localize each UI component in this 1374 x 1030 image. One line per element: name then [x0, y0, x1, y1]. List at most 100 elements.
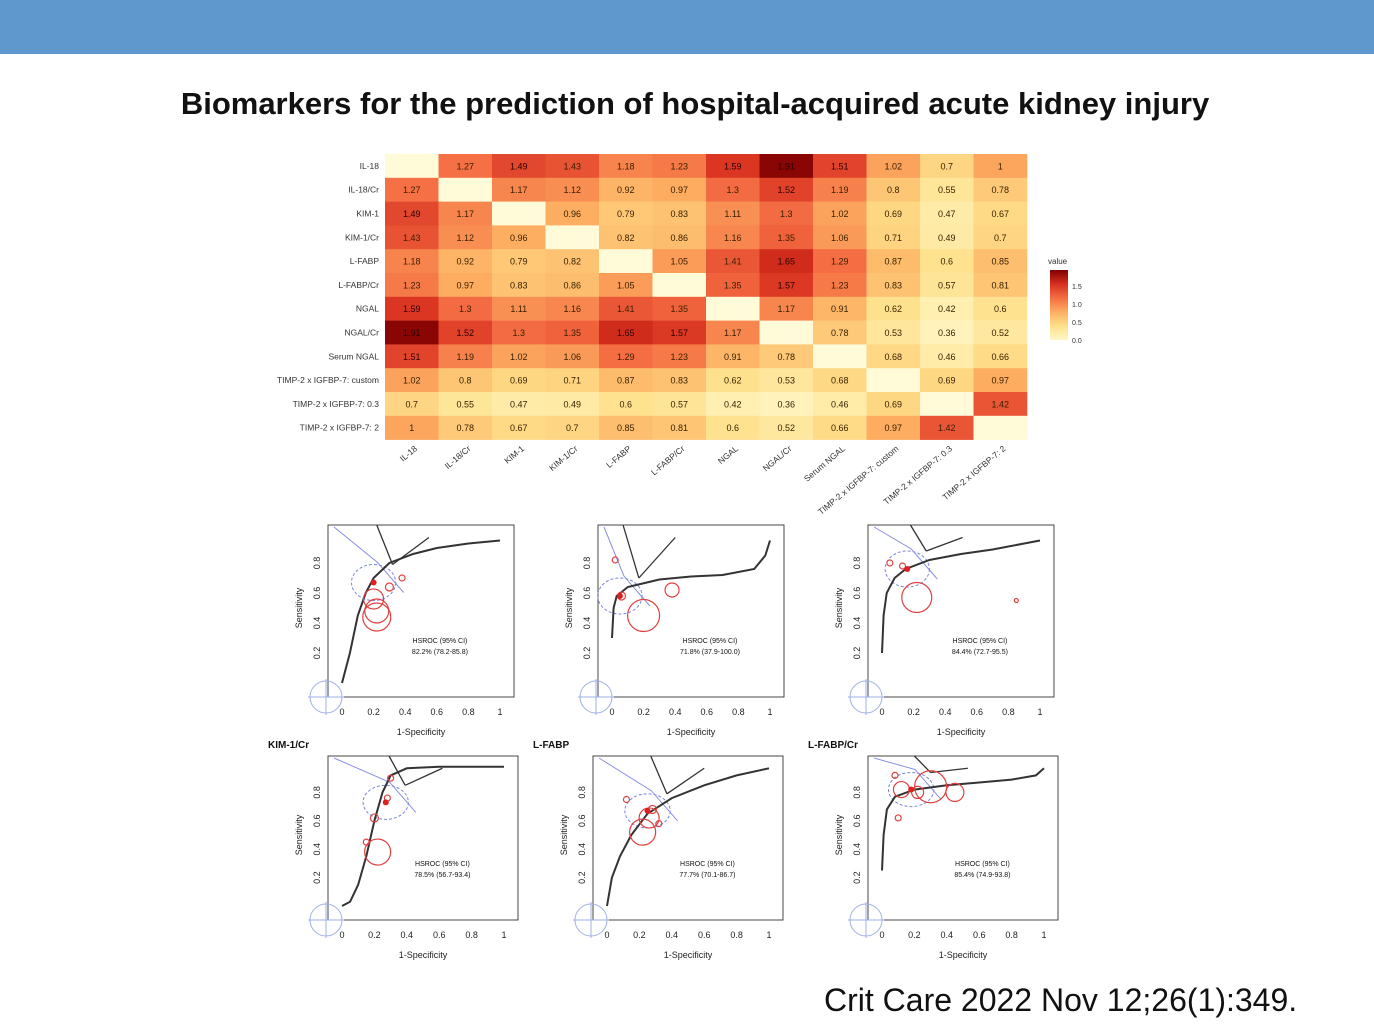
heatmap-row-label: NGAL — [356, 304, 379, 314]
panel-title: L-FABP — [533, 740, 569, 751]
heatmap-cell — [385, 415, 439, 440]
heatmap-cell — [599, 273, 653, 298]
heatmap-cell-label: 1.35 — [777, 233, 795, 243]
heatmap-cell — [385, 177, 439, 202]
heatmap-cell — [652, 177, 707, 202]
summary-point — [370, 579, 377, 586]
heatmap-cell — [599, 320, 653, 345]
heatmap-cell-label: 0.52 — [777, 423, 795, 433]
heatmap-cell-label: 0.57 — [670, 399, 688, 409]
heatmap-cell — [920, 273, 974, 298]
heatmap-cell — [866, 273, 921, 298]
y-tick-label: 0.8 — [852, 786, 862, 799]
heatmap-cell — [706, 225, 760, 250]
heatmap-cell-label: 1.23 — [403, 280, 421, 290]
heatmap-cell — [866, 296, 921, 321]
heatmap-cell-label: 1.23 — [670, 352, 688, 362]
heatmap-cell-label: 0.68 — [831, 376, 849, 386]
summary-point — [644, 807, 651, 814]
heatmap-cell — [438, 320, 493, 345]
heatmap-cell-label: 0.83 — [670, 376, 688, 386]
heatmap-cell-label: 1 — [409, 423, 414, 433]
heatmap-cell-label: 1.29 — [831, 257, 849, 267]
heatmap-cell — [920, 225, 974, 250]
heatmap-col-label: KIM-1 — [502, 443, 526, 465]
x-tick-label: 0.6 — [698, 930, 711, 940]
heatmap-cell — [545, 296, 600, 321]
x-tick-label: 0 — [604, 930, 609, 940]
x-axis-label: 1-Specificity — [399, 950, 448, 960]
x-tick-label: 0.4 — [669, 707, 682, 717]
x-tick-label: 0 — [879, 707, 884, 717]
heatmap-cell-label: 0.36 — [938, 328, 956, 338]
header-bar — [0, 0, 1374, 54]
heatmap-cell-label: 0.92 — [617, 185, 635, 195]
legend-tick: 0.0 — [1072, 338, 1082, 345]
heatmap-cell-label: 0.7 — [566, 423, 579, 433]
heatmap-cell-label: 0.71 — [884, 233, 902, 243]
heatmap-cell — [706, 273, 760, 298]
heatmap-cell — [545, 201, 600, 226]
heatmap-cell-label: 1.49 — [403, 209, 421, 219]
heatmap-cell — [652, 154, 707, 179]
x-tick-label: 0 — [879, 930, 884, 940]
heatmap-cell-label: 0.96 — [510, 233, 528, 243]
heatmap-cell-label: 1.16 — [724, 233, 742, 243]
x-tick-label: 1 — [1037, 707, 1042, 717]
roc-panel-top-left: 0 0.2 0.4 0.6 0.8 1 0.2 0.4 0.6 0.8 1-Specificity S… — [294, 524, 515, 737]
heatmap-cell — [599, 177, 653, 202]
plot-frame — [867, 755, 1059, 921]
heatmap-cell — [545, 392, 600, 417]
heatmap-cell — [813, 320, 867, 345]
heatmap-cell-label: 0.83 — [670, 209, 688, 219]
x-tick-label: 0.4 — [401, 930, 414, 940]
hsroc-annotation: 82.2% (78.2-85.8) — [412, 649, 468, 656]
y-tick-label: 0.8 — [852, 557, 862, 570]
x-tick-label: 0.2 — [368, 930, 381, 940]
heatmap-row-label: IL-18/Cr — [348, 185, 379, 195]
y-tick-label: 0.2 — [577, 871, 587, 884]
heatmap-cell — [385, 273, 439, 298]
hsroc-annotation: 85.4% (74.9-93.8) — [954, 872, 1010, 879]
heatmap-cell — [813, 273, 867, 298]
heatmap-cell — [652, 296, 707, 321]
study-circle — [364, 838, 392, 866]
heatmap-cell — [813, 415, 867, 440]
heatmap-cell — [385, 392, 439, 417]
heatmap-cell — [706, 154, 760, 179]
heatmap-cell-label: 0.67 — [510, 423, 528, 433]
heatmap-cell-label: 0.83 — [510, 280, 528, 290]
heatmap-cell-label: 1.35 — [670, 304, 688, 314]
y-tick-label: 0.6 — [312, 815, 322, 828]
heatmap-cell — [866, 249, 921, 274]
y-tick-label: 0.6 — [312, 587, 322, 600]
heatmap-cell-label: 0.36 — [777, 399, 795, 409]
heatmap-cell — [866, 154, 921, 179]
hsroc-annotation: HSROC (95% CI) — [413, 638, 468, 645]
heatmap-cell — [759, 154, 814, 179]
heatmap-cell-label: 0.91 — [831, 304, 849, 314]
heatmap-row-label: TIMP-2 x IGFBP-7: 2 — [300, 423, 380, 433]
study-circle — [629, 818, 657, 846]
heatmap-row-label: KIM-1 — [356, 209, 379, 219]
x-tick-label: 0.2 — [907, 707, 920, 717]
heatmap-cell — [492, 415, 546, 440]
heatmap-cell-label: 1.52 — [456, 328, 474, 338]
heatmap-cell — [385, 368, 439, 393]
study-circle — [384, 582, 394, 592]
x-tick-label: 1 — [501, 930, 506, 940]
heatmap-cell — [706, 320, 760, 345]
heatmap-cell — [973, 296, 1028, 321]
heatmap-cell-label: 0.49 — [563, 399, 581, 409]
legend-tick: 0.5 — [1072, 320, 1082, 327]
heatmap-cell — [813, 225, 867, 250]
heatmap-cell-label: 1.49 — [510, 161, 528, 171]
heatmap-col-label: KIM-1/Cr — [547, 443, 580, 473]
confidence-region — [350, 564, 397, 601]
study-circle — [1013, 597, 1019, 604]
heatmap-cell-label: 1.16 — [563, 304, 581, 314]
heatmap-cell-label: 0.91 — [724, 352, 742, 362]
y-tick-label: 0.4 — [852, 843, 862, 856]
heatmap-cell — [706, 296, 760, 321]
heatmap-cell-label: 1.59 — [724, 161, 742, 171]
